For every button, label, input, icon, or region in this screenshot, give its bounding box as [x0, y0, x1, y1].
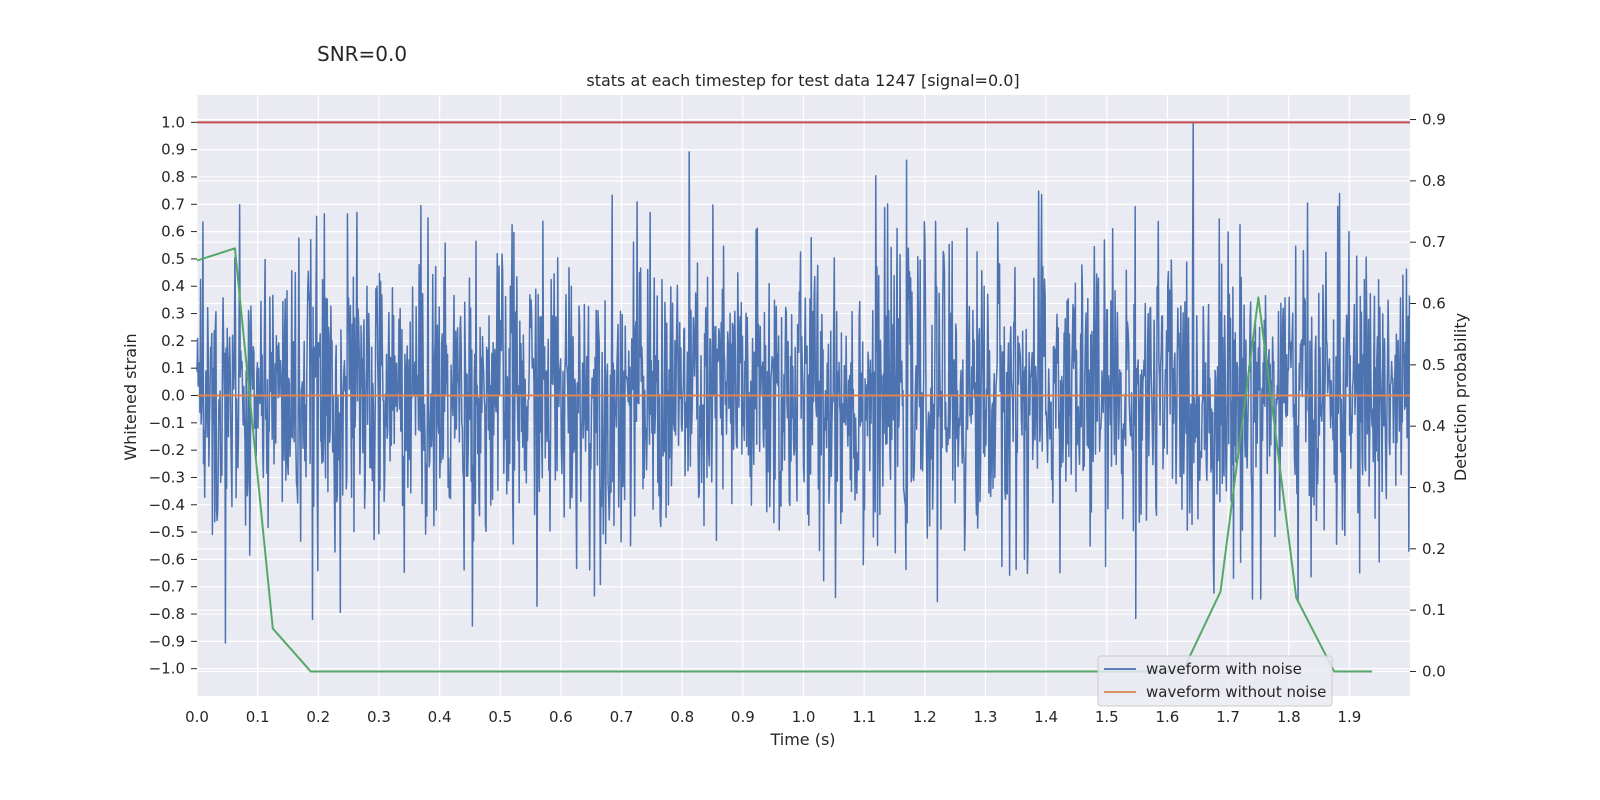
y-tick-label: −0.4	[149, 496, 185, 514]
waveform-with-noise-line	[196, 121, 1411, 644]
y-tick-label: 0.1	[161, 359, 185, 377]
y-tick-label: −0.3	[149, 468, 185, 486]
x-tick-label: 0.0	[185, 708, 209, 726]
x-tick-label: 0.8	[670, 708, 694, 726]
y-tick-label: 0.6	[161, 223, 185, 241]
y-right-tick-label: 0.9	[1422, 111, 1446, 129]
y-tick-label: 0.5	[161, 250, 185, 268]
series-waveform-with-noise	[196, 121, 1411, 644]
x-tick-label: 0.7	[610, 708, 634, 726]
x-tick-label: 1.1	[852, 708, 876, 726]
y-right-tick-label: 0.4	[1422, 417, 1446, 435]
x-tick-label: 0.4	[428, 708, 452, 726]
x-tick-label: 1.6	[1155, 708, 1179, 726]
legend-label-clean: waveform without noise	[1146, 683, 1326, 701]
y-tick-label: −0.6	[149, 550, 185, 568]
y-right-tick-label: 0.3	[1422, 478, 1446, 496]
x-tick-label: 1.9	[1337, 708, 1361, 726]
y-axis-label: Whitened strain	[121, 333, 140, 460]
y-tick-label: 0.8	[161, 168, 185, 186]
x-tick-label: 0.5	[488, 708, 512, 726]
x-tick-label: 0.2	[306, 708, 330, 726]
y-tick-label: −0.1	[149, 414, 185, 432]
y-right-tick-label: 0.6	[1422, 295, 1446, 313]
x-tick-label: 1.3	[974, 708, 998, 726]
y-right-tick-label: 0.1	[1422, 601, 1446, 619]
x-tick-label: 0.3	[367, 708, 391, 726]
suptitle: SNR=0.0	[317, 42, 407, 66]
y-right-tick-labels: 0.9 0.8 0.7 0.6 0.5 0.4 0.3 0.2 0.1 0.0	[1410, 111, 1446, 680]
y-tick-label: 0.9	[161, 141, 185, 159]
x-tick-label: 0.6	[549, 708, 573, 726]
x-tick-label: 1.8	[1277, 708, 1301, 726]
y-tick-label: −0.5	[149, 523, 185, 541]
y-tick-label: 0.3	[161, 305, 185, 323]
x-axis-label: Time (s)	[769, 730, 835, 749]
legend-box	[1097, 655, 1333, 707]
y-right-tick-label: 0.7	[1422, 233, 1446, 251]
y-tick-label: 0.2	[161, 332, 185, 350]
y-tick-label: 0.4	[161, 277, 185, 295]
y-right-tick-label: 0.5	[1422, 356, 1446, 374]
y-tick-label: −0.9	[149, 632, 185, 650]
y-tick-label: −0.7	[149, 578, 185, 596]
y-tick-label: 0.0	[161, 387, 185, 405]
y-tick-label: −1.0	[149, 660, 185, 678]
y-tick-label: 0.7	[161, 195, 185, 213]
y-tick-label: −0.2	[149, 441, 185, 459]
y-right-tick-label: 0.0	[1422, 662, 1446, 680]
y-tick-label: 1.0	[161, 113, 185, 131]
x-tick-label: 1.4	[1034, 708, 1058, 726]
x-tick-label: 1.0	[792, 708, 816, 726]
chart-title: stats at each timestep for test data 124…	[586, 71, 1019, 90]
legend-label-noise: waveform with noise	[1146, 660, 1302, 678]
x-tick-label: 1.2	[913, 708, 937, 726]
y-tick-labels: 1.0 0.9 0.8 0.7 0.6 0.5 0.4 0.3 0.2 0.1 0.0 −0.1 −0.…	[149, 113, 197, 678]
x-tick-label: 0.1	[246, 708, 270, 726]
x-tick-labels: 0.0 0.1 0.2 0.3 0.4 0.5 0.6 0.7 0.8 0.9 1.0 1.1 1.2 1…	[185, 708, 1361, 726]
y-tick-label: −0.8	[149, 605, 185, 623]
y-right-tick-label: 0.8	[1422, 172, 1446, 190]
legend: waveform with noise waveform without noi…	[1097, 655, 1333, 707]
x-tick-label: 1.7	[1216, 708, 1240, 726]
y-right-axis-label: Detection probability	[1451, 313, 1470, 481]
x-tick-label: 0.9	[731, 708, 755, 726]
x-tick-label: 1.5	[1095, 708, 1119, 726]
y-right-tick-label: 0.2	[1422, 540, 1446, 558]
